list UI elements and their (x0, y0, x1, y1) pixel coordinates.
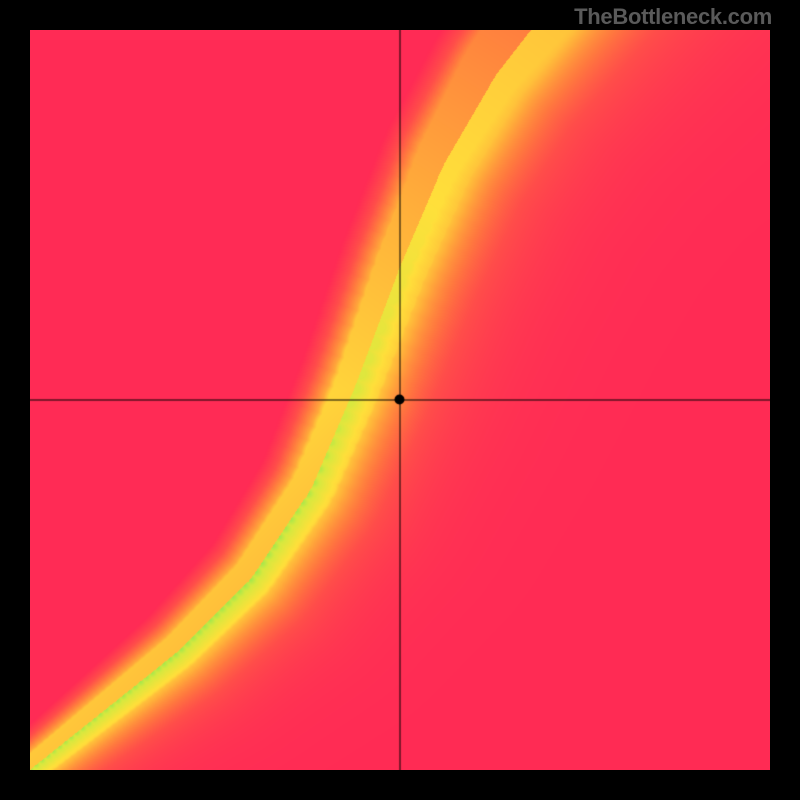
watermark-text: TheBottleneck.com (574, 4, 772, 30)
heatmap-canvas (30, 30, 770, 770)
chart-container: TheBottleneck.com (0, 0, 800, 800)
plot-area (30, 30, 770, 770)
